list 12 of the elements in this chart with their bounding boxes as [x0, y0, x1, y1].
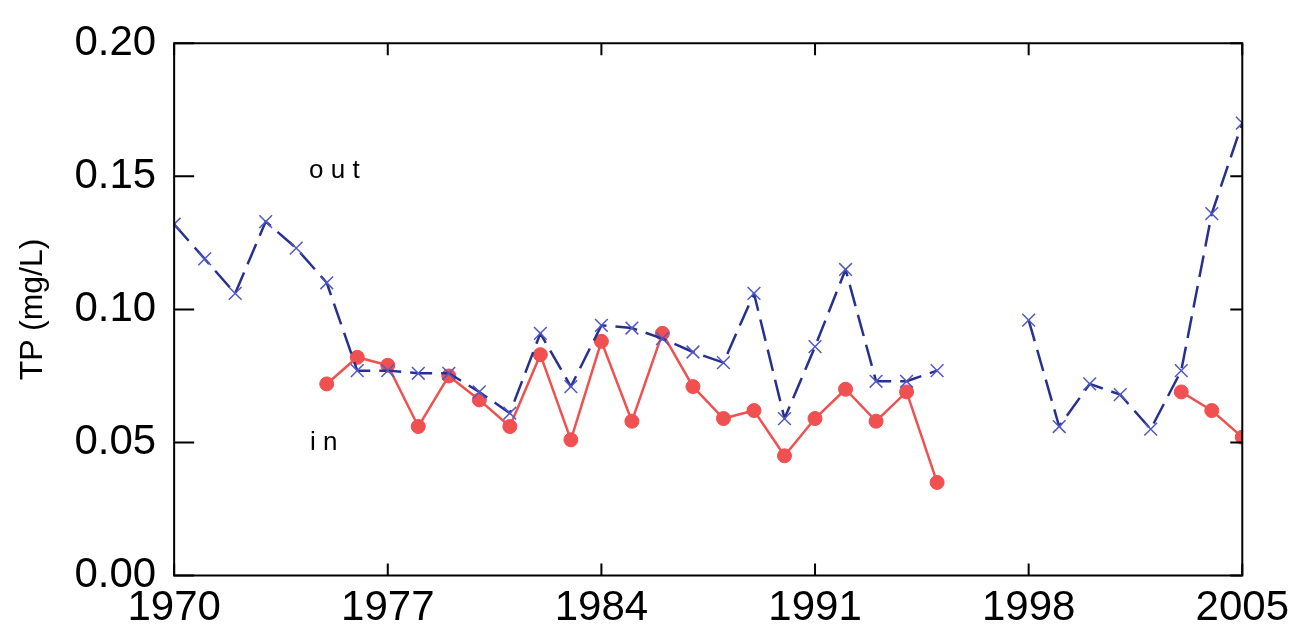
- y-axis-title: TP (mg/L): [13, 238, 50, 381]
- y-tick-label: 0.10: [74, 282, 157, 330]
- y-tick-label: 0.20: [74, 16, 157, 64]
- x-tick-label: 1984: [554, 582, 649, 630]
- x-tick-label: 1991: [768, 582, 862, 630]
- y-tick-label: 0.05: [74, 416, 157, 464]
- x-tick-label: 2005: [1195, 582, 1289, 630]
- y-tick-label: 0.15: [74, 149, 157, 197]
- x-tick-label: 1998: [981, 582, 1076, 630]
- annotation: i n: [309, 425, 338, 456]
- x-tick-label: 1977: [341, 582, 435, 630]
- annotation: o u t: [309, 154, 361, 185]
